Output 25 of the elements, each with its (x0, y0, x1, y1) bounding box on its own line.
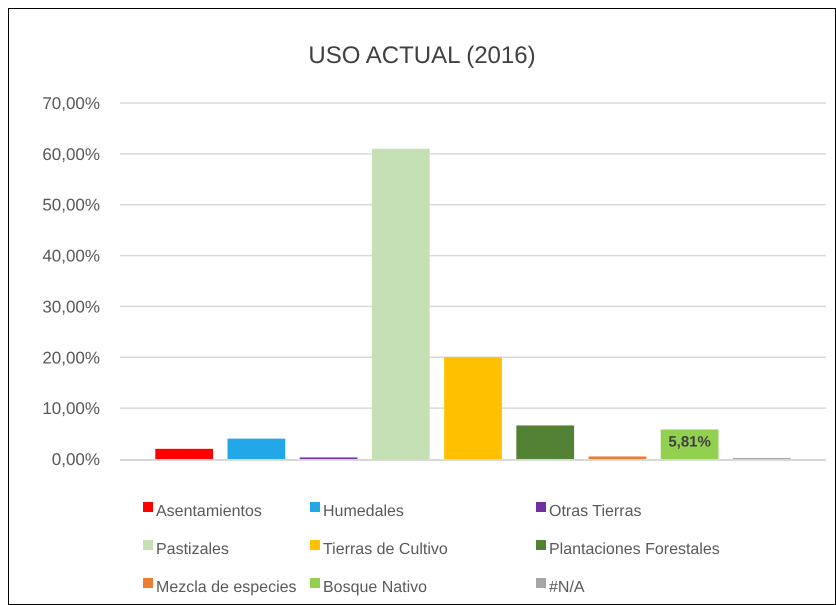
legend-label: #N/A (549, 579, 585, 596)
legend-label: Mezcla de especies (156, 579, 297, 596)
bar (516, 425, 574, 459)
y-tick-label: 70,00% (42, 94, 100, 113)
y-tick-label: 20,00% (42, 348, 100, 368)
bar (228, 438, 286, 459)
legend-label: Plantaciones Forestales (549, 541, 720, 558)
y-tick-label: 30,00% (42, 297, 100, 316)
y-tick-label: 40,00% (42, 246, 100, 266)
legend-label: Humedales (323, 503, 404, 520)
legend-label: Otras Tierras (549, 503, 642, 520)
y-tick-label: 0,00% (52, 450, 100, 469)
chart-title: USO ACTUAL (2016) (308, 42, 536, 69)
y-tick-label: 10,00% (42, 399, 100, 418)
y-tick-label: 60,00% (42, 144, 100, 164)
bar (588, 456, 646, 459)
data-label: 5,81% (668, 433, 711, 450)
bar (444, 357, 502, 459)
legend-label: Pastizales (156, 541, 229, 558)
bar (155, 448, 214, 459)
legend-label: Tierras de Cultivo (323, 541, 448, 558)
legend-label: Bosque Nativo (323, 579, 428, 596)
legend-label: Asentamientos (156, 503, 262, 520)
y-tick-label: 50,00% (42, 196, 100, 215)
bar (372, 148, 430, 459)
